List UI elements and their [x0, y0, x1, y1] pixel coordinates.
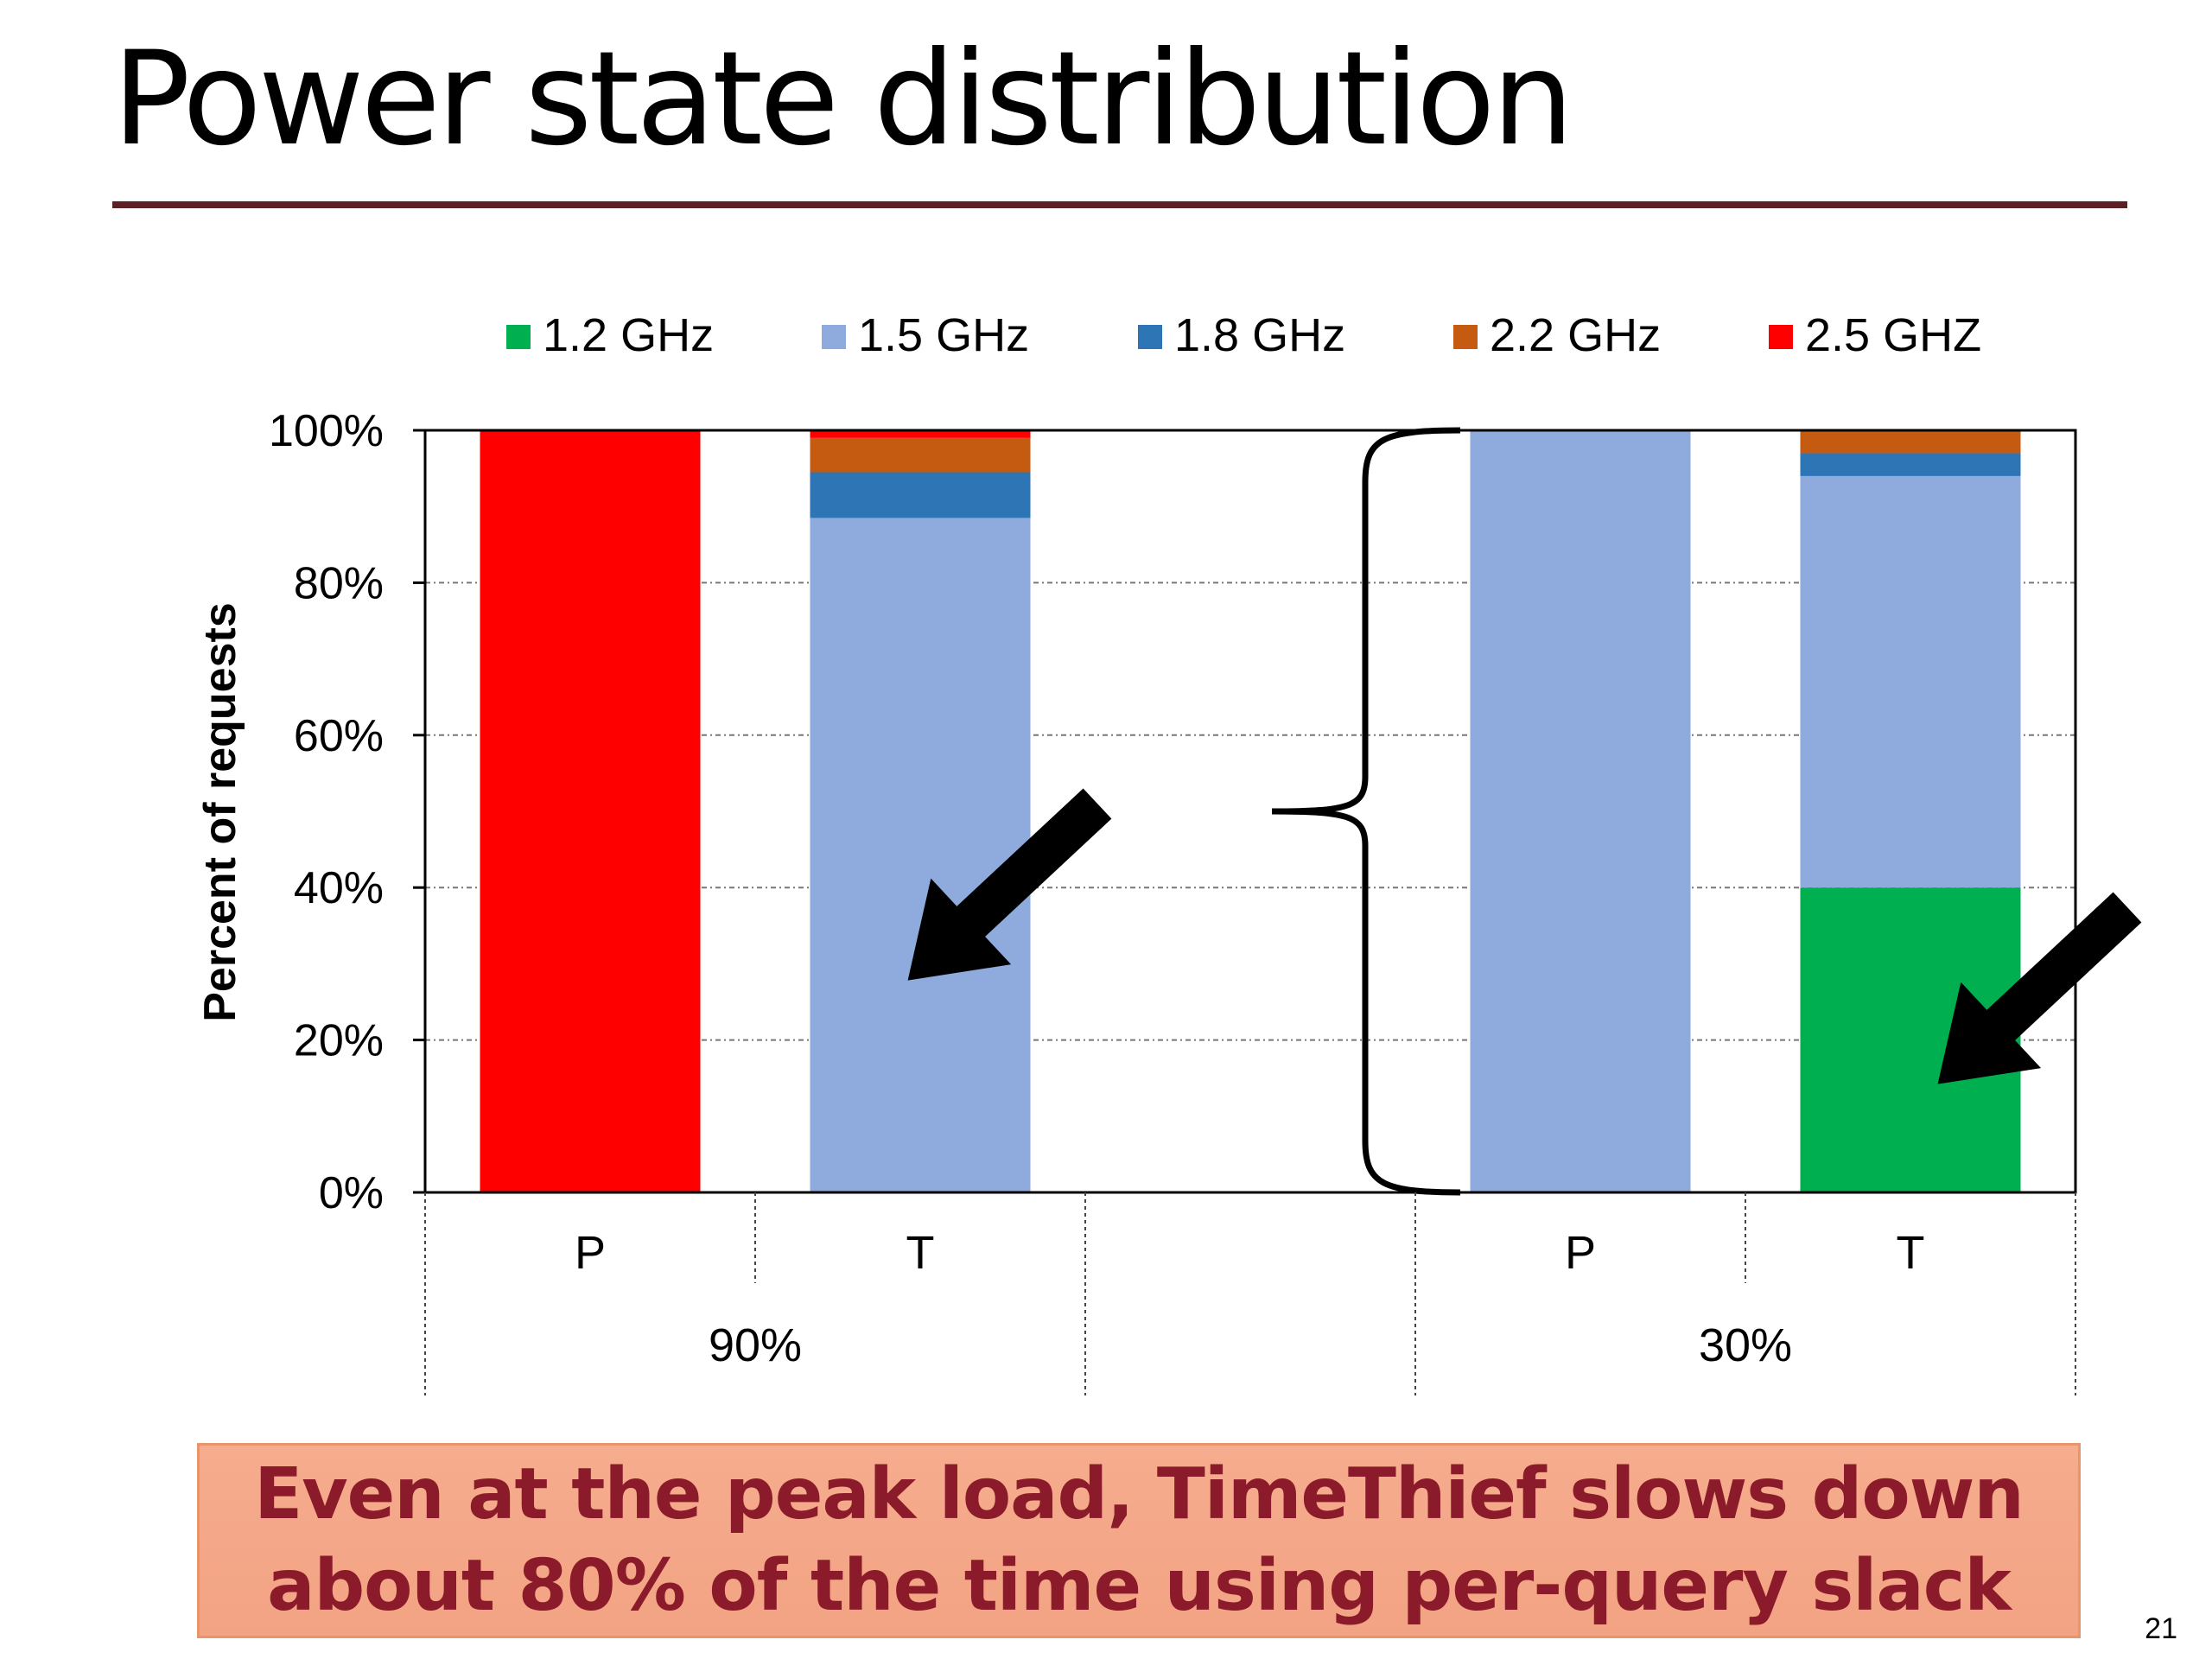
chart-annotations [907, 427, 2142, 1196]
bar-segment [1800, 453, 2021, 476]
callout-text: Even at the peak load, TimeThief slows d… [254, 1453, 2024, 1627]
plot-area-border [423, 429, 2077, 1194]
callout-box: Even at the peak load, TimeThief slows d… [197, 1443, 2081, 1638]
legend-label: 1.5 GHz [858, 309, 1029, 361]
pointer-arrow [1937, 892, 2142, 1084]
legend-swatch [1138, 325, 1162, 349]
bar-segment [1470, 430, 1691, 1192]
bar-segment [810, 472, 1031, 518]
legend-swatch [822, 325, 846, 349]
legend-swatch [1769, 325, 1793, 349]
bar-segment [810, 437, 1031, 473]
bar-segment [810, 518, 1031, 1192]
power-state-chart: 1.2 GHz 1.5 GHz 1.8 GHz 2.2 GHz 2.5 GHZ 0% 20… [195, 309, 2142, 1395]
slide-number: 21 [2145, 1612, 2177, 1645]
y-tick-label: 100% [269, 406, 384, 456]
y-axis-label: Percent of requests [195, 602, 245, 1022]
chart-axes: 0% 20% 40% 60% 80% 100% Percent of requests P T P… [195, 406, 2077, 1395]
bar-segment [810, 430, 1031, 438]
x-tick-label: P [1565, 1227, 1596, 1279]
legend-swatch [506, 325, 531, 349]
x-tick-label: T [906, 1227, 935, 1279]
legend-label: 1.2 GHz [543, 309, 714, 361]
bar-segment [1800, 430, 2021, 454]
legend-label: 2.5 GHZ [1805, 309, 1981, 361]
pointer-arrow [907, 788, 1112, 981]
slide-title: Power state distribution [112, 24, 1574, 175]
y-tick-label: 20% [294, 1016, 384, 1066]
x-group-label: 30% [1699, 1319, 1792, 1371]
bar-segment [1800, 475, 2021, 888]
legend-label: 1.8 GHz [1174, 309, 1345, 361]
y-tick-label: 60% [294, 711, 384, 761]
x-tick-label: T [1897, 1227, 1925, 1279]
group-brace [1271, 427, 1461, 1196]
x-tick-label: P [575, 1227, 606, 1279]
y-tick-label: 0% [319, 1168, 384, 1218]
title-divider [112, 201, 2127, 208]
bar-segment [480, 430, 701, 1192]
y-tick-label: 40% [294, 863, 384, 913]
chart-bars [480, 430, 2021, 1192]
chart-legend: 1.2 GHz 1.5 GHz 1.8 GHz 2.2 GHz 2.5 GHZ [506, 309, 1981, 361]
legend-swatch [1453, 325, 1478, 349]
legend-label: 2.2 GHz [1490, 309, 1661, 361]
x-group-label: 90% [709, 1319, 802, 1371]
y-tick-label: 80% [294, 558, 384, 608]
chart-gridlines [425, 582, 2075, 1041]
